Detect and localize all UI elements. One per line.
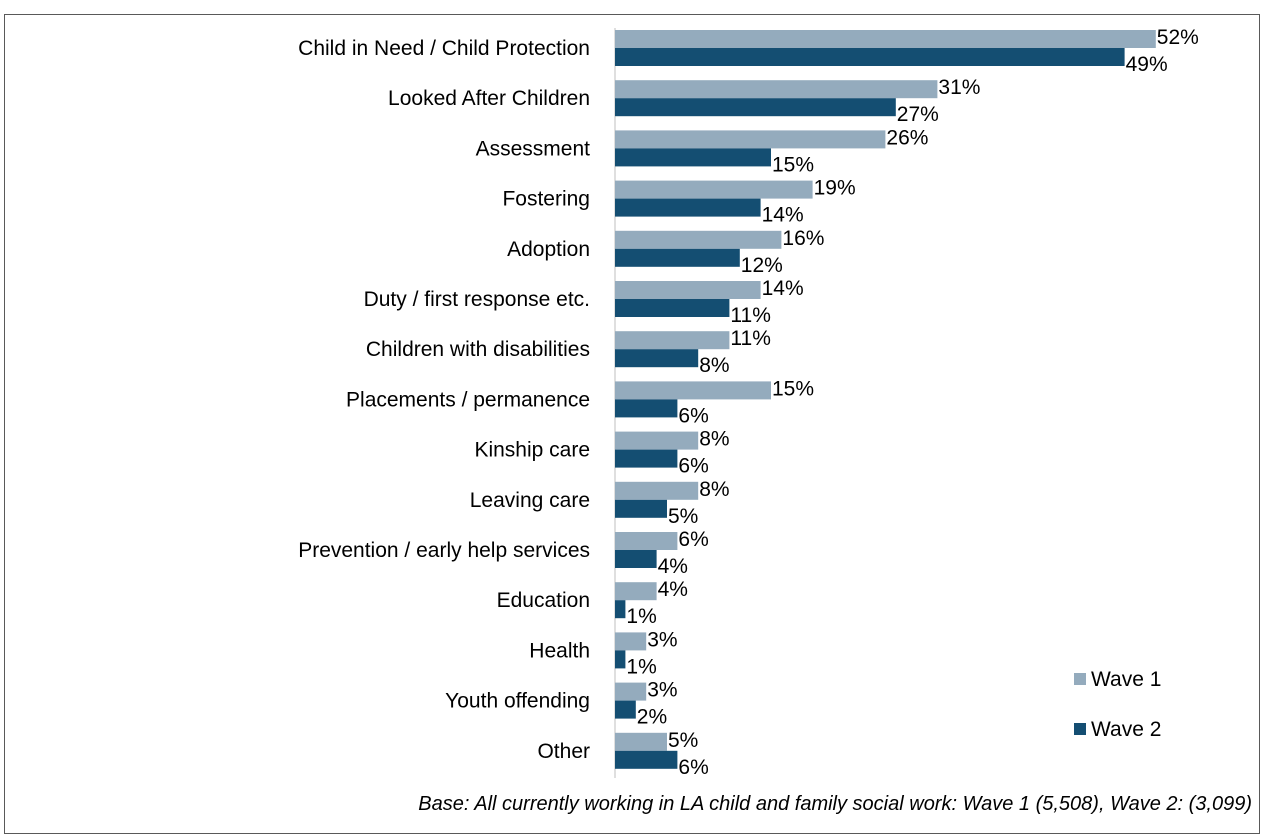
bar-wave-1-fostering [615, 180, 813, 199]
category-label-child-in-need-child-protection: Child in Need / Child Protection [298, 37, 590, 60]
bar-wave-2-fostering [615, 198, 761, 217]
bar-wave-2-assessment [615, 148, 771, 167]
bar-wave-2-health [615, 650, 626, 669]
bar-wave-2-looked-after-children [615, 98, 896, 117]
bar-wave-1-leaving-care [615, 481, 699, 500]
bar-wave-1-kinship-care [615, 431, 699, 450]
value-label-wave-2-duty-first-response-etc: 11% [730, 304, 770, 327]
category-label-looked-after-children: Looked After Children [388, 87, 590, 110]
bar-wave-1-prevention-early-help-services [615, 532, 678, 550]
value-label-wave-2-placements-permanence: 6% [678, 404, 708, 427]
value-label-wave-1-child-in-need-child-protection: 52% [1157, 26, 1199, 49]
value-label-wave-2-fostering: 14% [762, 204, 804, 227]
category-label-youth-offending: Youth offending [445, 690, 590, 713]
category-label-leaving-care: Leaving care [470, 489, 590, 512]
category-label-placements-permanence: Placements / permanence [346, 388, 590, 411]
category-label-health: Health [529, 639, 590, 662]
category-label-assessment: Assessment [476, 137, 591, 160]
base-footnote: Base: All currently working in LA child … [418, 793, 1252, 815]
category-label-other: Other [537, 740, 590, 763]
legend-label-wave-2: Wave 2 [1091, 718, 1161, 741]
bar-wave-1-health [615, 632, 647, 651]
category-labels: Child in Need / Child Protection Looked A… [298, 37, 590, 763]
bar-wave-2-duty-first-response-etc [615, 299, 730, 317]
bar-wave-2-leaving-care [615, 499, 667, 518]
bar-wave-1-assessment [615, 130, 886, 149]
value-label-wave-2-assessment: 15% [772, 153, 814, 176]
value-label-wave-1-prevention-early-help-services: 6% [678, 528, 708, 551]
legend-swatch-wave-1 [1074, 673, 1086, 685]
value-label-wave-1-education: 4% [658, 578, 688, 601]
category-label-fostering: Fostering [502, 188, 590, 211]
category-label-education: Education [497, 589, 590, 612]
category-label-kinship-care: Kinship care [474, 439, 590, 462]
value-label-wave-1-fostering: 19% [814, 177, 856, 200]
value-label-wave-1-kinship-care: 8% [699, 428, 729, 451]
legend-label-wave-1: Wave 1 [1091, 668, 1161, 691]
bar-wave-2-children-with-disabilities [615, 349, 699, 368]
value-label-wave-1-youth-offending: 3% [647, 679, 677, 702]
bar-wave-1-placements-permanence [615, 381, 771, 400]
bar-wave-2-other [615, 750, 678, 769]
bar-wave-1-duty-first-response-etc [615, 281, 761, 299]
bar-wave-1-child-in-need-child-protection [615, 30, 1156, 48]
value-label-wave-2-children-with-disabilities: 8% [699, 354, 729, 377]
value-label-wave-1-children-with-disabilities: 11% [730, 327, 770, 350]
category-label-duty-first-response-etc: Duty / first response etc. [364, 288, 590, 311]
value-label-wave-2-kinship-care: 6% [678, 455, 708, 478]
value-label-wave-2-leaving-care: 5% [668, 505, 698, 528]
value-label-wave-2-adoption: 12% [741, 254, 783, 277]
bar-wave-1-adoption [615, 230, 782, 249]
value-label-wave-2-education: 1% [626, 605, 656, 628]
category-label-children-with-disabilities: Children with disabilities [366, 338, 590, 361]
value-label-wave-1-leaving-care: 8% [699, 478, 729, 501]
value-label-wave-2-youth-offending: 2% [637, 706, 667, 729]
value-label-wave-1-looked-after-children: 31% [938, 76, 980, 99]
bar-wave-1-children-with-disabilities [615, 331, 730, 350]
value-label-wave-2-child-in-need-child-protection: 49% [1126, 53, 1168, 76]
value-labels: 52%49%31%27%26%15%19%14%16%12%14%11%11%8… [626, 26, 1198, 779]
bar-wave-2-youth-offending [615, 700, 636, 719]
legend: Wave 1 Wave 2 [1074, 668, 1161, 741]
bar-wave-1-education [615, 582, 657, 601]
bar-wave-2-education [615, 600, 626, 619]
bar-wave-2-adoption [615, 248, 740, 267]
category-label-prevention-early-help-services: Prevention / early help services [298, 539, 590, 562]
value-label-wave-1-placements-permanence: 15% [772, 377, 814, 400]
bar-wave-2-prevention-early-help-services [615, 550, 657, 568]
bars-layer [615, 30, 1156, 769]
bar-wave-1-looked-after-children [615, 80, 938, 99]
value-label-wave-2-other: 6% [678, 756, 708, 779]
value-label-wave-1-health: 3% [647, 628, 677, 651]
value-label-wave-1-adoption: 16% [782, 227, 824, 250]
value-label-wave-1-assessment: 26% [886, 126, 928, 149]
value-label-wave-2-prevention-early-help-services: 4% [658, 555, 688, 578]
legend-swatch-wave-2 [1074, 723, 1086, 735]
bar-wave-1-youth-offending [615, 682, 647, 701]
value-label-wave-1-other: 5% [668, 729, 698, 752]
bar-wave-2-kinship-care [615, 449, 678, 468]
value-label-wave-1-duty-first-response-etc: 14% [762, 277, 804, 300]
bar-wave-1-other [615, 732, 667, 751]
value-label-wave-2-looked-after-children: 27% [897, 103, 939, 126]
bar-wave-2-child-in-need-child-protection [615, 48, 1125, 66]
value-label-wave-2-health: 1% [626, 655, 656, 678]
bar-wave-2-placements-permanence [615, 399, 678, 418]
category-label-adoption: Adoption [507, 238, 590, 261]
